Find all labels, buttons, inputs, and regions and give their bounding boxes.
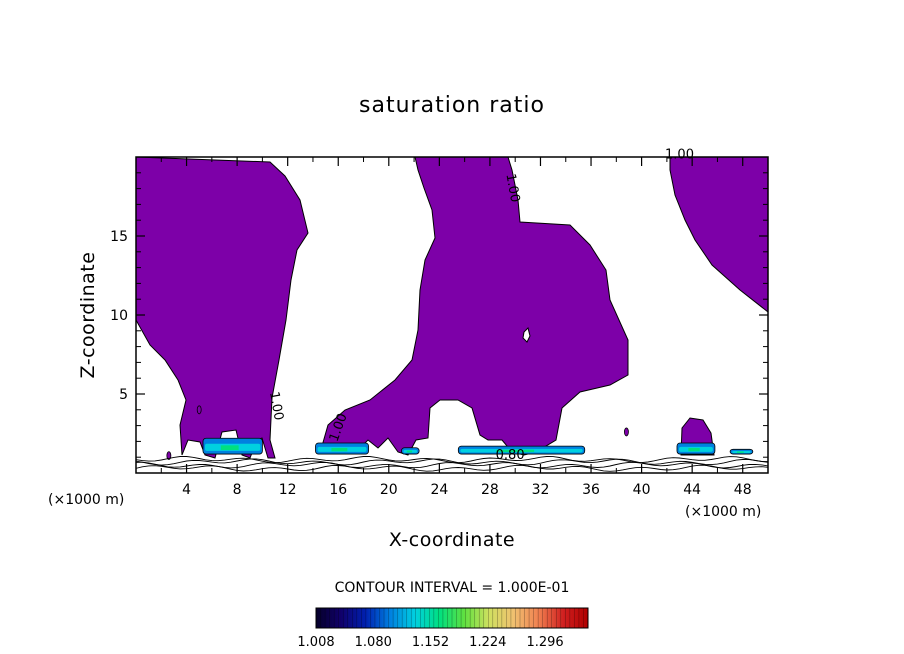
colorbar-stripes bbox=[320, 608, 584, 628]
supersaturated-cores bbox=[202, 437, 754, 455]
x-tick-label: 44 bbox=[683, 482, 701, 498]
x-tick-label: 16 bbox=[329, 482, 347, 498]
contour-label: 1.00 bbox=[266, 390, 286, 421]
surface-contour-line bbox=[136, 456, 768, 464]
x-tick-label: 36 bbox=[582, 482, 600, 498]
x-axis-title: X-coordinate bbox=[389, 529, 515, 551]
contour-interval-label: CONTOUR INTERVAL = 1.000E-01 bbox=[335, 580, 570, 596]
supersaturated-core-peak bbox=[496, 449, 535, 453]
y-tick-label: 10 bbox=[110, 308, 128, 324]
small-saturated-cells bbox=[166, 405, 629, 461]
x-tick-label: 20 bbox=[380, 482, 398, 498]
colorbar-tick-label: 1.296 bbox=[526, 635, 563, 650]
x-tick-label: 8 bbox=[233, 482, 242, 498]
contour-label: 1.00 bbox=[665, 148, 694, 163]
small-saturated-cell bbox=[196, 405, 202, 415]
colorbar-tick-label: 1.224 bbox=[469, 635, 506, 650]
colorbar-swatch bbox=[316, 608, 588, 628]
surface-contour-line bbox=[136, 458, 768, 466]
x-tick-label: 24 bbox=[430, 482, 448, 498]
colorbar: 1.008 1.080 1.152 1.224 1.296 bbox=[297, 607, 589, 650]
supersaturated-core-peak bbox=[688, 447, 700, 452]
chart-title: saturation ratio bbox=[359, 93, 545, 118]
supersaturated-core-peak bbox=[736, 451, 744, 453]
small-saturated-cell bbox=[166, 451, 172, 461]
x-tick-label: 40 bbox=[633, 482, 651, 498]
saturated-region-west bbox=[136, 157, 309, 459]
saturated-region bbox=[136, 157, 768, 472]
surface-contour-lines bbox=[136, 456, 768, 472]
colorbar-tick-labels: 1.008 1.080 1.152 1.224 1.296 bbox=[297, 635, 563, 650]
subsaturated-pocket bbox=[522, 327, 531, 343]
x-tick-label: 28 bbox=[481, 482, 499, 498]
supersaturated-core-peak bbox=[406, 450, 413, 453]
contour-label: 1.00 bbox=[502, 172, 522, 203]
x-tick-label: 4 bbox=[182, 482, 191, 498]
y-axis: 5 10 15 bbox=[110, 172, 768, 458]
x-tick-label: 32 bbox=[532, 482, 550, 498]
saturated-region-east bbox=[669, 157, 768, 313]
colorbar-border bbox=[315, 607, 589, 629]
colorbar-tick-label: 1.080 bbox=[355, 635, 392, 650]
supersaturated-core-peak bbox=[331, 447, 348, 452]
y-axis-title: Z-coordinate bbox=[77, 252, 99, 379]
small-saturated-cell bbox=[624, 427, 629, 437]
z-unit-label: (×1000 m) bbox=[48, 492, 124, 508]
contour-labels: 1.001.001.001.000.80 bbox=[266, 148, 694, 463]
x-tick-label: 12 bbox=[279, 482, 297, 498]
colorbar-tick-label: 1.152 bbox=[412, 635, 449, 650]
contour-label: 0.80 bbox=[496, 448, 525, 463]
saturated-region-central bbox=[321, 157, 629, 456]
y-tick-label: 5 bbox=[119, 387, 128, 403]
y-tick-label: 15 bbox=[110, 229, 128, 245]
x-unit-label: (×1000 m) bbox=[685, 504, 761, 520]
supersaturated-core-peak bbox=[220, 445, 239, 451]
colorbar-tick-label: 1.008 bbox=[297, 635, 334, 650]
surface-contour-line bbox=[136, 464, 768, 472]
x-axis: 4 8 12 16 20 24 28 32 36 40 44 48 bbox=[160, 157, 752, 498]
x-tick-label: 48 bbox=[734, 482, 752, 498]
surface-contour-line bbox=[136, 461, 768, 469]
